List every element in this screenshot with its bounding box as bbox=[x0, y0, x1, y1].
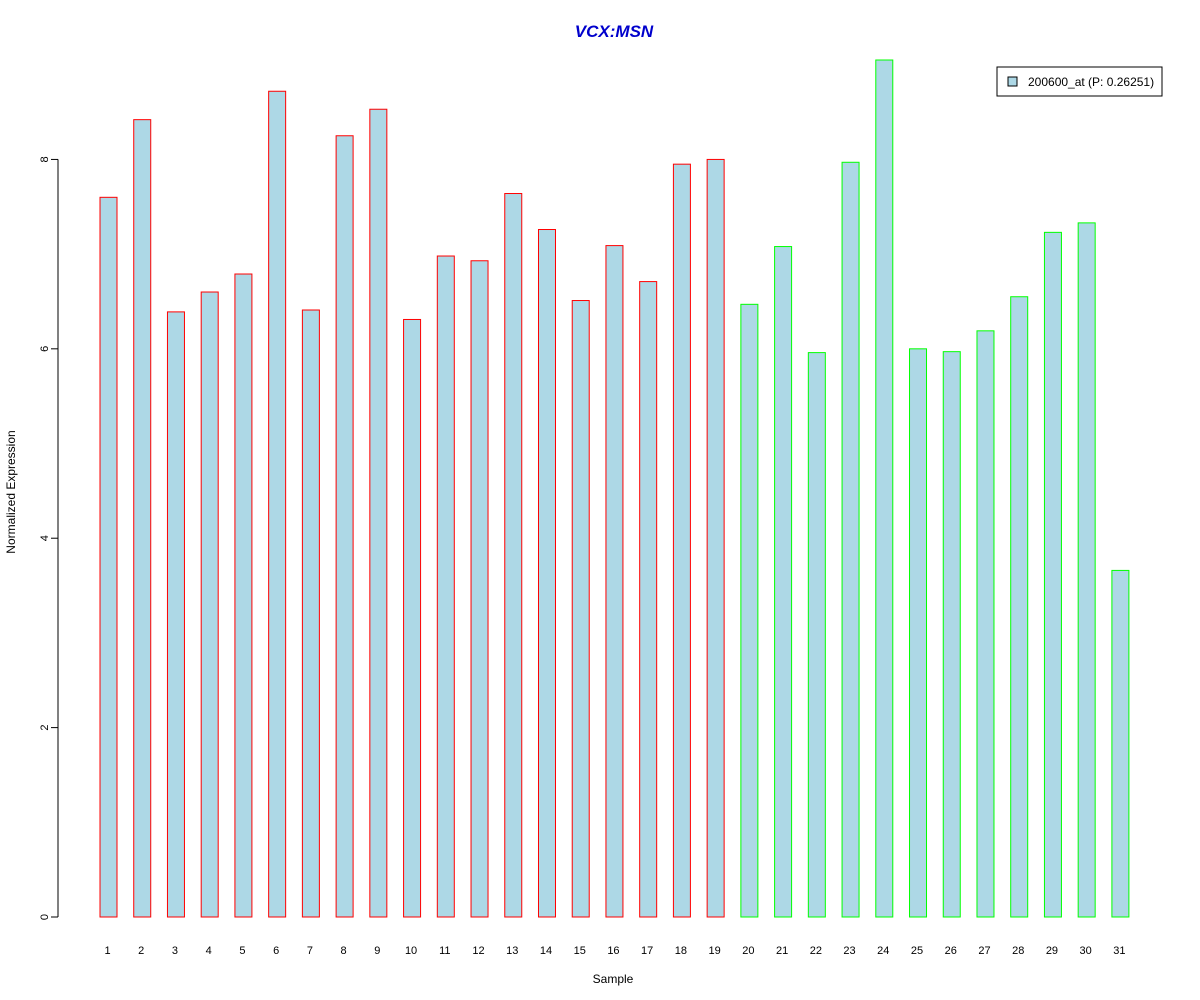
x-tick-label: 25 bbox=[911, 945, 923, 957]
legend-label: 200600_at (P: 0.26251) bbox=[1028, 75, 1154, 89]
legend-swatch bbox=[1007, 76, 1018, 87]
bar bbox=[672, 163, 691, 918]
x-tick-label: 16 bbox=[607, 945, 619, 957]
x-tick-label: 12 bbox=[472, 945, 484, 957]
y-tick-label: 6 bbox=[39, 346, 51, 352]
x-tick-label: 15 bbox=[574, 945, 586, 957]
x-tick-label: 8 bbox=[341, 945, 347, 957]
x-tick-label: 3 bbox=[172, 945, 178, 957]
x-tick-label: 4 bbox=[206, 945, 212, 957]
bar bbox=[807, 352, 826, 918]
bar bbox=[571, 300, 590, 918]
x-axis-label: Sample bbox=[593, 972, 634, 986]
x-tick-labels: 1 2 3 4 5 6 7 8 9 10 11 12 13 14 15 16 17 18 19 20 21 22 23 24 2… bbox=[104, 945, 1125, 957]
x-tick-label: 31 bbox=[1113, 945, 1125, 957]
x-tick-label: 17 bbox=[641, 945, 653, 957]
bar bbox=[605, 245, 624, 918]
bar bbox=[841, 161, 860, 918]
bar bbox=[99, 196, 118, 918]
bar bbox=[537, 229, 556, 918]
bar bbox=[234, 273, 253, 918]
bars bbox=[99, 59, 1130, 918]
x-tick-label: 1 bbox=[104, 945, 110, 957]
bar bbox=[740, 303, 759, 918]
bar bbox=[942, 351, 961, 918]
y-axis: 0 2 4 6 8 bbox=[39, 156, 59, 920]
y-tick-label: 0 bbox=[39, 914, 51, 920]
x-tick-label: 29 bbox=[1046, 945, 1058, 957]
x-tick-label: 6 bbox=[273, 945, 279, 957]
y-tick-label: 4 bbox=[39, 535, 51, 541]
bar bbox=[436, 255, 455, 918]
bar bbox=[200, 291, 219, 918]
x-tick-label: 14 bbox=[540, 945, 552, 957]
x-tick-label: 5 bbox=[239, 945, 245, 957]
bar bbox=[976, 330, 995, 918]
x-tick-label: 27 bbox=[978, 945, 990, 957]
bar bbox=[335, 135, 354, 918]
x-tick-label: 11 bbox=[439, 945, 450, 957]
bar bbox=[639, 281, 658, 918]
x-tick-label: 13 bbox=[506, 945, 518, 957]
x-tick-label: 21 bbox=[776, 945, 788, 957]
x-tick-label: 28 bbox=[1012, 945, 1024, 957]
x-tick-label: 7 bbox=[307, 945, 313, 957]
bar bbox=[470, 260, 489, 918]
x-tick-label: 26 bbox=[945, 945, 957, 957]
bar bbox=[301, 309, 320, 918]
bar bbox=[875, 59, 894, 918]
bar bbox=[1077, 222, 1096, 918]
bar bbox=[1043, 231, 1062, 918]
x-tick-label: 22 bbox=[810, 945, 822, 957]
bar bbox=[403, 318, 422, 918]
x-tick-label: 19 bbox=[709, 945, 721, 957]
legend-box bbox=[996, 66, 1163, 97]
y-axis-label: Normalized Expression bbox=[4, 430, 18, 553]
bar bbox=[774, 246, 793, 918]
bar bbox=[909, 348, 928, 918]
y-tick-label: 2 bbox=[39, 725, 51, 731]
x-tick-label: 18 bbox=[675, 945, 687, 957]
bar bbox=[504, 193, 523, 918]
bar bbox=[268, 90, 287, 918]
bar bbox=[706, 158, 725, 918]
legend: 200600_at (P: 0.26251) bbox=[996, 66, 1163, 97]
x-tick-label: 30 bbox=[1080, 945, 1092, 957]
chart-title: VCX:MSN bbox=[575, 22, 654, 41]
bar bbox=[1010, 296, 1029, 918]
x-tick-label: 2 bbox=[138, 945, 144, 957]
bar bbox=[133, 119, 152, 918]
x-tick-label: 9 bbox=[374, 945, 380, 957]
bar bbox=[1111, 569, 1130, 918]
bar bbox=[369, 108, 388, 918]
x-tick-label: 23 bbox=[843, 945, 855, 957]
bar bbox=[166, 311, 185, 918]
y-tick-label: 8 bbox=[39, 156, 51, 162]
x-tick-label: 20 bbox=[742, 945, 754, 957]
x-tick-label: 24 bbox=[877, 945, 889, 957]
x-tick-label: 10 bbox=[405, 945, 417, 957]
